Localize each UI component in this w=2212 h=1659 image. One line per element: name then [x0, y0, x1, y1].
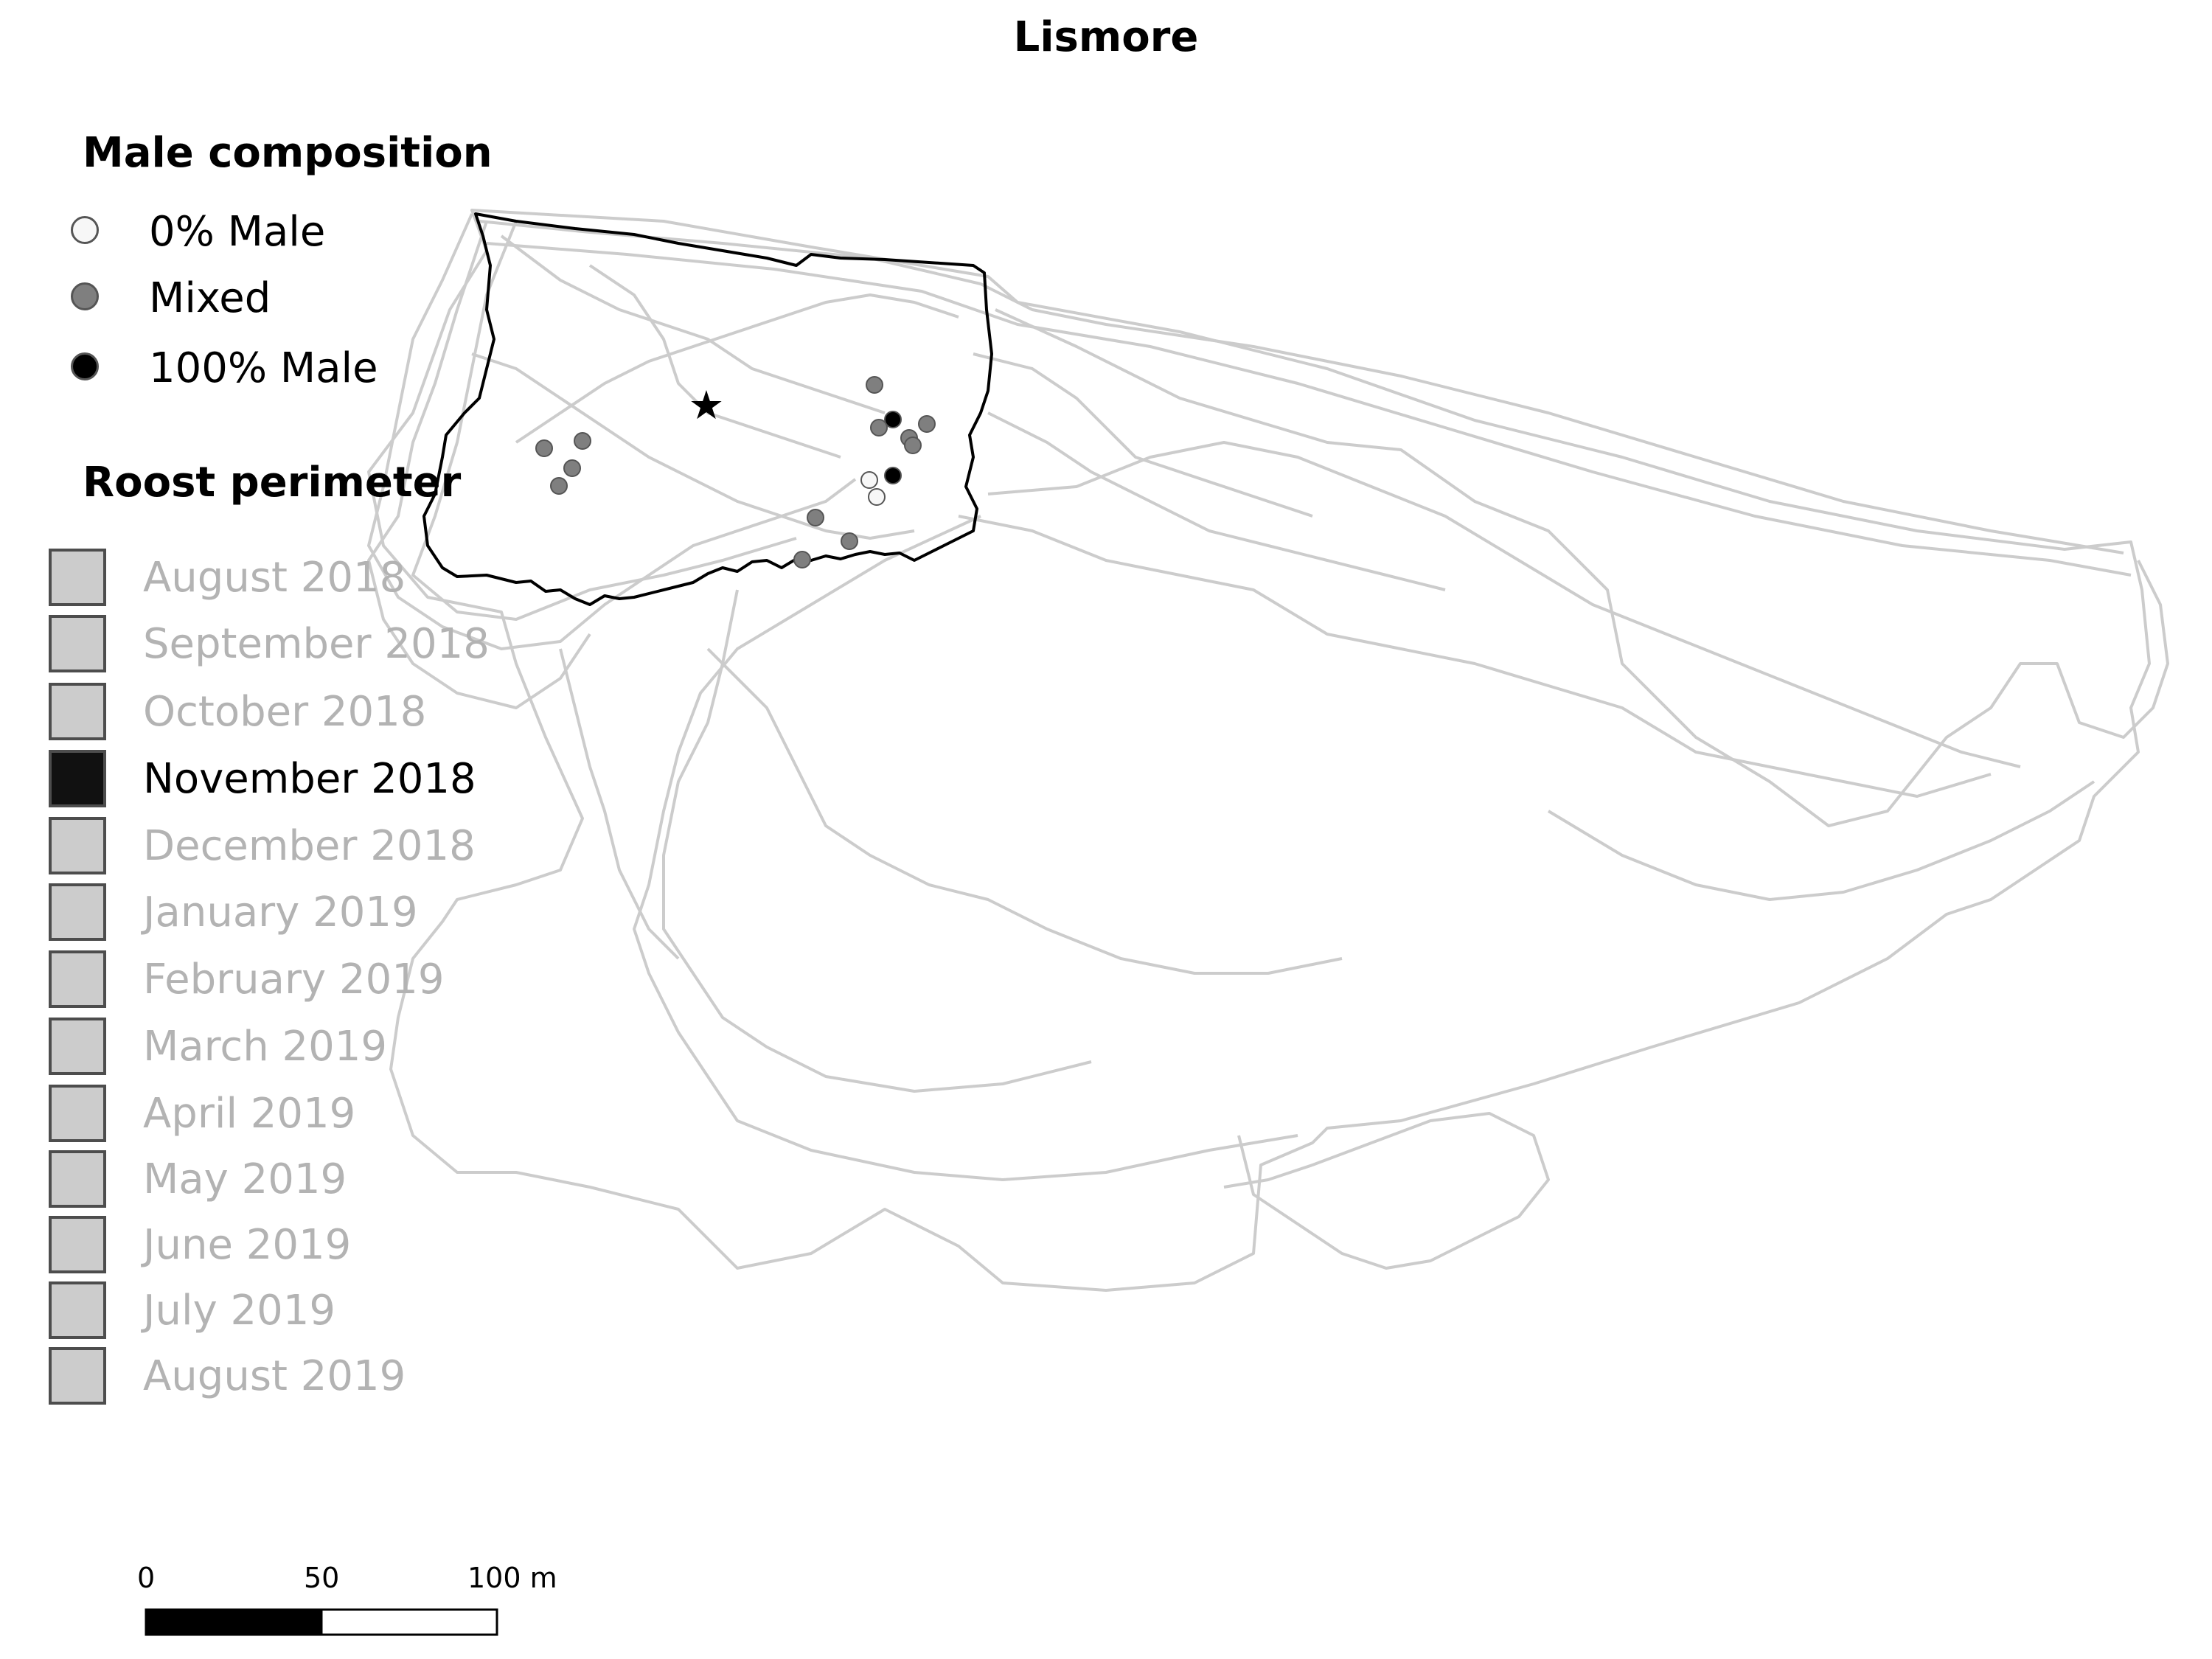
- roost-swatch-0: [49, 549, 106, 606]
- roost-label-3: November 2018: [143, 755, 476, 803]
- track-southwest: [662, 589, 1092, 1093]
- track-roost-interior-2: [515, 293, 959, 444]
- composition-point-9: [807, 509, 824, 526]
- track-west-loop-2: [411, 220, 797, 621]
- roost-label-11: July 2019: [143, 1287, 336, 1335]
- roost-swatch-8: [49, 1085, 106, 1142]
- track-west-loop: [367, 213, 857, 650]
- track-roost-interior-3: [471, 352, 915, 540]
- roost-legend-heading: Roost perimeter: [83, 459, 462, 507]
- roost-label-10: June 2019: [143, 1221, 352, 1269]
- roost-swatch-11: [49, 1281, 106, 1339]
- roost-perimeter-tracks: [367, 209, 2169, 1292]
- map-title: Lismore: [1013, 13, 1199, 61]
- composition-point-4: [866, 376, 883, 394]
- track-southern-bend: [1223, 1112, 1550, 1270]
- scale-label-0: 0: [137, 1562, 156, 1594]
- composition-point-11: [793, 551, 811, 568]
- scale-bar-segment-white: [320, 1608, 498, 1636]
- composition-label-2: 100% Male: [149, 344, 378, 392]
- composition-point-2: [563, 459, 581, 477]
- roost-label-5: January 2019: [143, 888, 418, 936]
- roost-swatch-1: [49, 615, 106, 672]
- track-lower-band: [1547, 780, 2096, 901]
- composition-point-5: [870, 419, 888, 437]
- star-icon: ★: [689, 382, 724, 428]
- roost-swatch-10: [49, 1216, 106, 1273]
- roost-label-7: March 2019: [143, 1023, 388, 1071]
- roost-label-12: August 2019: [143, 1352, 406, 1400]
- track-inner-east: [995, 308, 2169, 827]
- composition-legend-heading: Male composition: [83, 129, 493, 177]
- composition-dot-2: [71, 352, 99, 380]
- roost-label-9: May 2019: [143, 1155, 347, 1203]
- roost-label-4: December 2018: [143, 822, 476, 870]
- roost-label-0: August 2018: [143, 554, 406, 602]
- track-outer-east: [367, 209, 2151, 1292]
- roost-swatch-6: [49, 950, 106, 1008]
- scale-label-50: 50: [304, 1562, 340, 1594]
- track-north-ridge-2: [486, 242, 2132, 577]
- roost-label-8: April 2019: [143, 1090, 356, 1138]
- composition-point-12: [884, 411, 902, 428]
- composition-point-8: [918, 415, 936, 433]
- composition-label-1: Mixed: [149, 274, 271, 322]
- composition-dot-1: [71, 282, 99, 310]
- track-southwest-2: [706, 647, 1343, 975]
- track-west-descent: [559, 648, 680, 960]
- composition-point-10: [841, 532, 858, 550]
- track-east-spur: [973, 352, 1313, 518]
- track-inner-south: [633, 515, 1298, 1181]
- composition-point-15: [868, 488, 886, 506]
- track-middle-band-2: [987, 441, 2021, 768]
- composition-dot-0: [71, 216, 99, 244]
- track-east-spur-2: [987, 411, 1446, 591]
- scale-bar: [145, 1608, 498, 1636]
- roost-swatch-9: [49, 1150, 106, 1208]
- roost-swatch-5: [49, 883, 106, 941]
- roost-swatch-4: [49, 817, 106, 874]
- track-roost-interior-4: [588, 264, 841, 459]
- scale-bar-segment-black: [145, 1608, 323, 1636]
- composition-point-14: [860, 471, 878, 489]
- roost-swatch-2: [49, 683, 106, 740]
- composition-label-0: 0% Male: [149, 208, 326, 256]
- composition-point-0: [535, 439, 553, 457]
- composition-point-1: [574, 432, 591, 450]
- track-roost-interior-1: [500, 234, 886, 414]
- scale-label-100: 100 m: [467, 1562, 557, 1594]
- track-middle-band: [958, 515, 1992, 798]
- roost-label-6: February 2019: [143, 956, 445, 1004]
- composition-point-3: [550, 477, 568, 495]
- composition-point-13: [884, 467, 902, 484]
- roost-swatch-7: [49, 1018, 106, 1075]
- roost-swatch-12: [49, 1347, 106, 1405]
- roost-swatch-3: [49, 750, 106, 807]
- track-north-ridge: [479, 220, 2124, 554]
- composition-points: [535, 376, 936, 568]
- roost-label-1: September 2018: [143, 620, 490, 668]
- composition-point-7: [904, 437, 922, 454]
- roost-label-2: October 2018: [143, 688, 427, 736]
- track-westmost: [367, 220, 591, 709]
